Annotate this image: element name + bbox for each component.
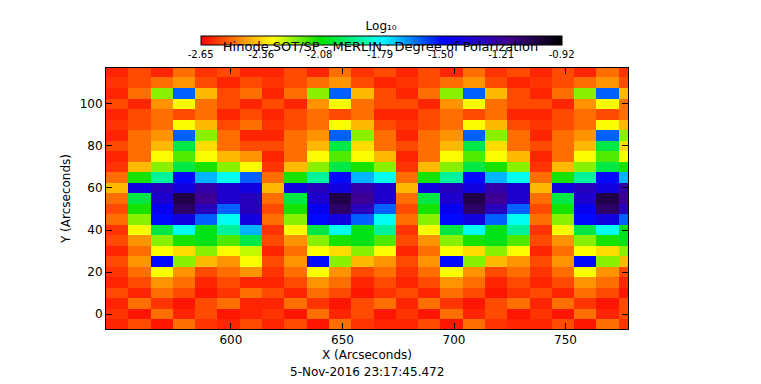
svg-text:80: 80 bbox=[87, 139, 102, 153]
svg-text:-2.65: -2.65 bbox=[188, 49, 214, 60]
svg-text:-1.21: -1.21 bbox=[488, 49, 514, 60]
svg-text:600: 600 bbox=[219, 333, 242, 347]
svg-text:5-Nov-2016 23:17:45.472: 5-Nov-2016 23:17:45.472 bbox=[290, 365, 444, 379]
svg-text:60: 60 bbox=[87, 181, 102, 195]
svg-text:20: 20 bbox=[87, 265, 102, 279]
svg-text:650: 650 bbox=[331, 333, 354, 347]
svg-text:40: 40 bbox=[87, 223, 102, 237]
svg-text:750: 750 bbox=[554, 333, 577, 347]
svg-text:Y (Arcseconds): Y (Arcseconds) bbox=[59, 154, 73, 244]
svg-text:-0.92: -0.92 bbox=[549, 49, 575, 60]
svg-text:Log₁₀: Log₁₀ bbox=[366, 19, 397, 33]
svg-text:X (Arcseconds): X (Arcseconds) bbox=[322, 348, 412, 362]
svg-text:-2.36: -2.36 bbox=[248, 49, 274, 60]
svg-text:-2.08: -2.08 bbox=[307, 49, 333, 60]
svg-text:700: 700 bbox=[443, 333, 466, 347]
svg-text:Hinode SOT/SP - MERLIN : Degre: Hinode SOT/SP - MERLIN : Degree of Polar… bbox=[223, 39, 538, 54]
svg-text:-1.50: -1.50 bbox=[428, 49, 454, 60]
svg-text:100: 100 bbox=[80, 97, 103, 111]
svg-text:-1.79: -1.79 bbox=[367, 49, 393, 60]
svg-text:0: 0 bbox=[95, 307, 103, 321]
